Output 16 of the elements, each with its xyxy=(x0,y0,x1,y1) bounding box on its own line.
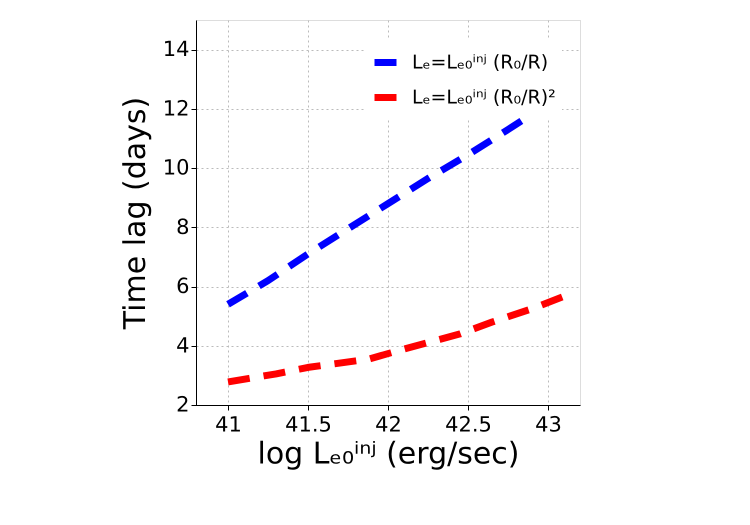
legend-label: Lₑ=Lₑ₀ⁱⁿʲ (R₀/R)² xyxy=(412,86,556,108)
x-tick-label: 41 xyxy=(215,412,242,436)
x-tick-label: 43 xyxy=(535,412,562,436)
x-tick-label: 41.5 xyxy=(285,412,332,436)
y-tick-label: 10 xyxy=(162,156,190,180)
y-tick-label: 8 xyxy=(176,214,190,239)
y-axis-title: Time lag (days) xyxy=(118,96,153,330)
x-axis-title: log Lₑ₀ⁱⁿʲ (erg/sec) xyxy=(257,436,520,472)
y-tick-label: 12 xyxy=(162,96,190,120)
y-tick-label: 14 xyxy=(162,37,190,62)
y-tick-label: 4 xyxy=(176,333,190,358)
legend-label: Lₑ=Lₑ₀ⁱⁿʲ (R₀/R) xyxy=(412,52,548,74)
x-tick-label: 42.5 xyxy=(445,412,492,436)
y-tick-label: 6 xyxy=(176,274,190,298)
x-tick-label: 42 xyxy=(375,412,402,436)
y-tick-label: 2 xyxy=(176,392,190,416)
